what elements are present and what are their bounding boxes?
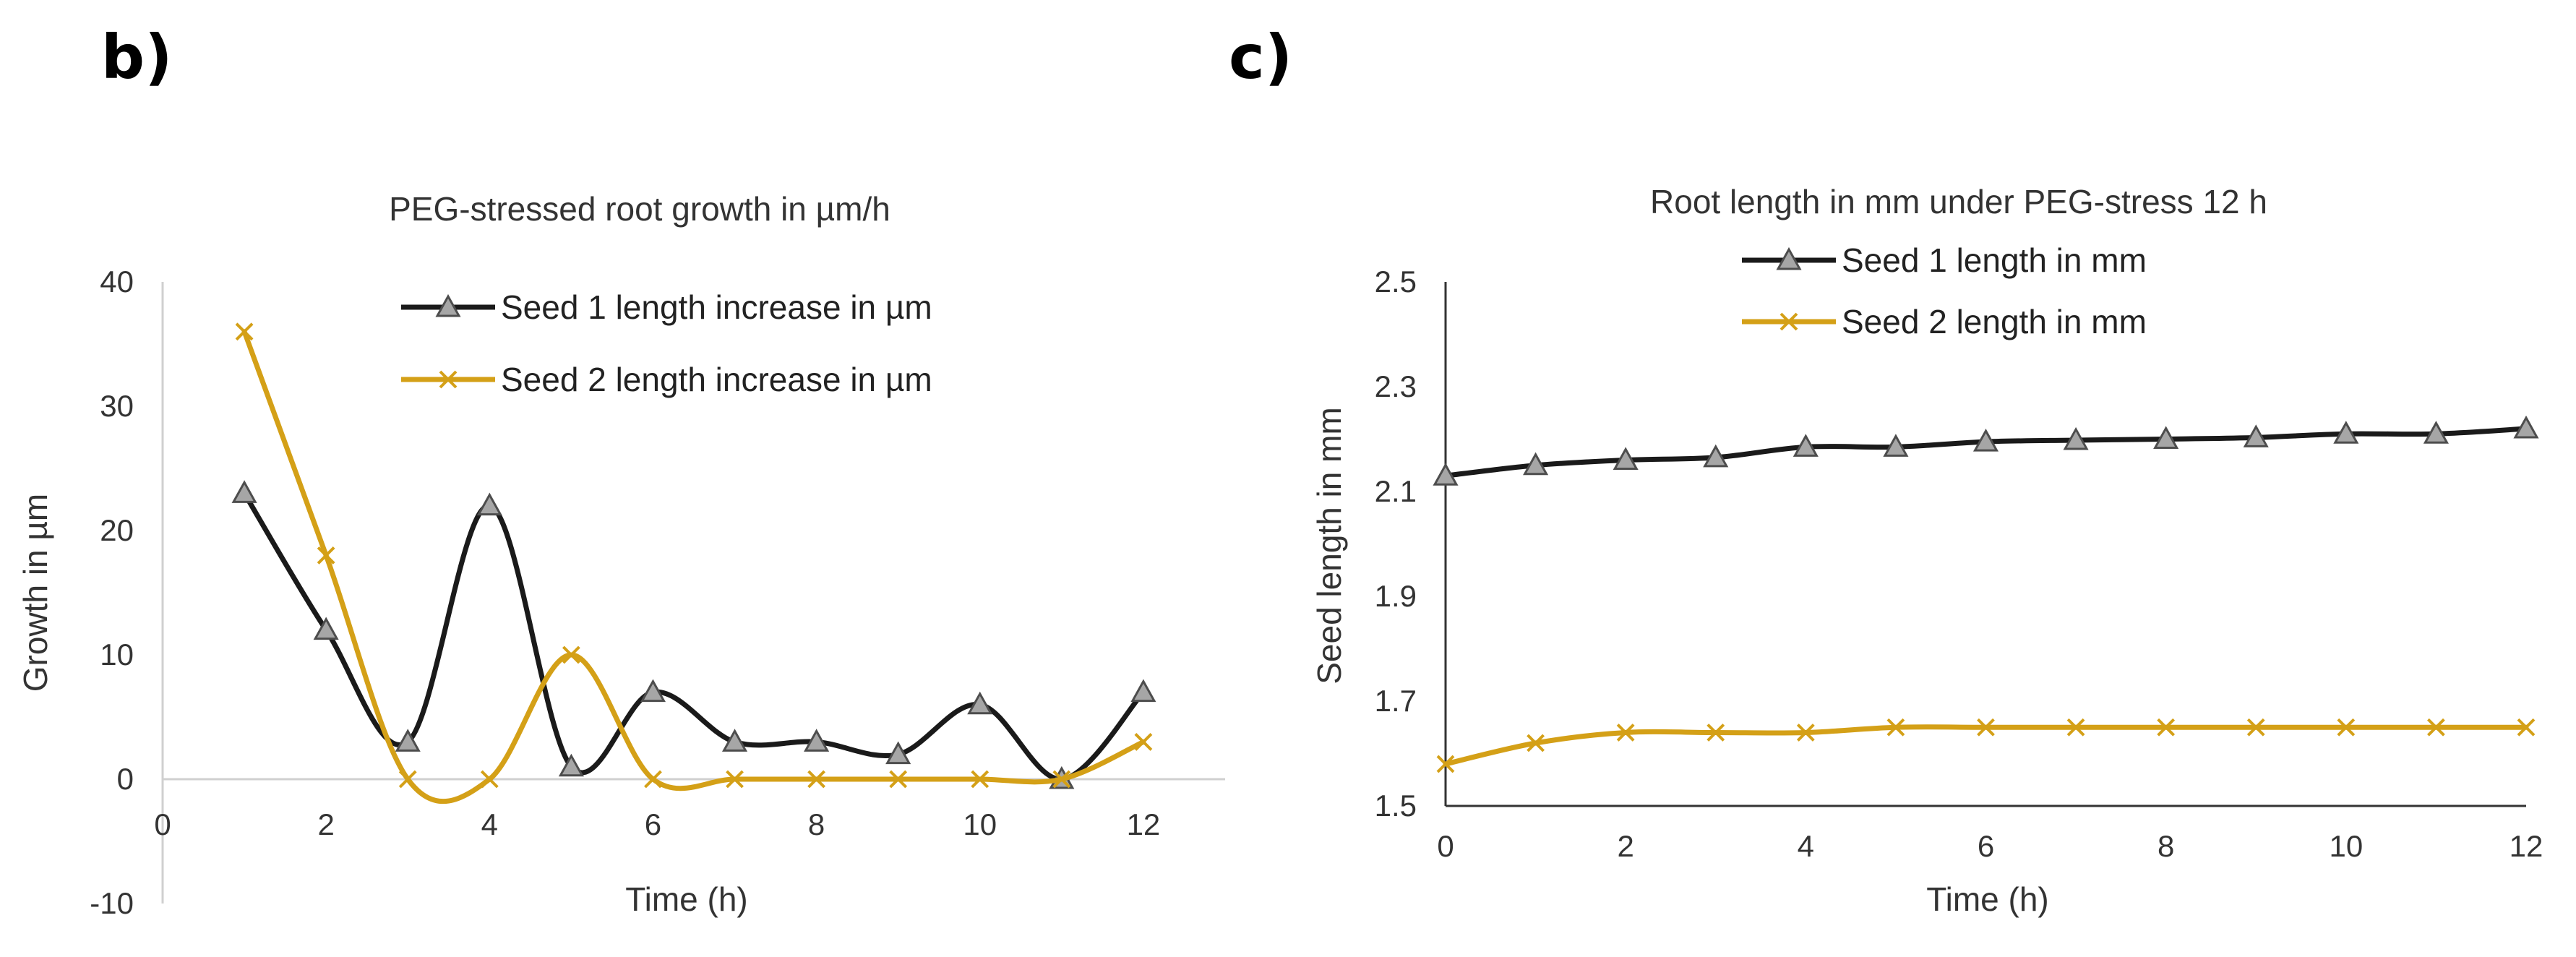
chart2-legend-label-2: Seed 2 length in mm	[1842, 303, 2147, 340]
chart1-title: PEG-stressed root growth in µm/h	[389, 190, 890, 228]
chart1-y-tick-label: 10	[100, 638, 134, 671]
chart1-x-tick-label: 4	[481, 807, 498, 841]
chart2-series-2-point	[1706, 724, 1725, 742]
chart1-series-1-point	[885, 741, 911, 765]
chart1-y-tick-label: 20	[100, 513, 134, 547]
chart2-series-1-point	[1883, 434, 1909, 457]
chart1-x-axis-title: Time (h)	[625, 880, 748, 918]
chart1-series-2-point	[1134, 732, 1153, 751]
chart2-title: Root length in mm under PEG-stress 12 h	[1650, 183, 2267, 220]
chart1-series-2-point	[726, 770, 744, 789]
chart2-x-axis-title: Time (h)	[1926, 880, 2049, 918]
chart1-legend-label-2: Seed 2 length increase in µm	[501, 361, 932, 398]
chart2-series-2-point	[2517, 718, 2536, 737]
chart2-x-tick-label: 0	[1437, 829, 1454, 863]
chart1-series-2-point	[971, 770, 989, 789]
chart2-legend-label-1: Seed 1 length in mm	[1842, 241, 2147, 279]
chart2-series-2-point	[1977, 718, 1995, 737]
chart2-legend-marker-1	[1776, 246, 1802, 270]
chart2-legend-marker-2	[1779, 312, 1798, 331]
chart1-x-tick-label: 12	[1127, 807, 1161, 841]
chart1-series-1-point	[558, 753, 584, 777]
chart1-y-axis-title: Growth in µm	[17, 494, 54, 692]
chart1-series-2-point	[398, 770, 417, 789]
chart2-x-tick-label: 2	[1617, 829, 1633, 863]
chart1-x-tick-label: 2	[317, 807, 334, 841]
chart1-series-1-point	[640, 679, 666, 703]
chart2-x-tick-label: 10	[2329, 829, 2363, 863]
chart2-series-2-point	[1616, 724, 1635, 742]
chart2-y-tick-label: 2.5	[1375, 265, 1417, 299]
chart1-series-2-point	[480, 770, 499, 789]
chart1-x-tick-label: 0	[154, 807, 171, 841]
chart2-series-1-point	[2243, 424, 2269, 447]
chart2-series-2-point	[1527, 734, 1545, 752]
chart1-legend-label-1: Seed 1 length increase in µm	[501, 288, 932, 326]
chart2-x-tick-label: 4	[1798, 829, 1814, 863]
chart2-series-2-point	[1886, 718, 1905, 737]
chart2-series-1-point	[1793, 434, 1819, 457]
chart2-x-tick-label: 6	[1978, 829, 1994, 863]
chart2-series-1-point	[1433, 463, 1459, 486]
chart1-x-tick-label: 10	[963, 807, 997, 841]
chart1-legend-marker-1	[435, 293, 461, 317]
chart1-series-1-line	[241, 490, 1146, 782]
chart1-series-2-point	[235, 322, 254, 341]
chart2-series-1-point	[2333, 421, 2359, 444]
chart1-series-2-point	[807, 770, 826, 789]
chart1-x-tick-label: 8	[808, 807, 825, 841]
chart2-y-tick-label: 2.1	[1375, 474, 1417, 508]
chart2-series-2-point	[2246, 718, 2265, 737]
chart2-series-2-point	[1796, 724, 1815, 742]
chart2-series-1-point	[1703, 444, 1729, 468]
chart2-series-1-point	[1972, 429, 1999, 452]
chart2-y-tick-label: 1.9	[1375, 579, 1417, 613]
chart1-x-tick-label: 6	[645, 807, 661, 841]
chart2-x-tick-label: 8	[2158, 829, 2174, 863]
chart2-series-1-point	[2153, 426, 2179, 449]
chart1-series-2-point	[562, 645, 580, 664]
chart2-series-2-line	[1443, 724, 2529, 767]
chart1-series-1-point	[1130, 679, 1156, 703]
chart1-series-1-point	[395, 729, 421, 752]
chart2-series-2-point	[2157, 718, 2176, 737]
chart2-series-2-point	[2337, 718, 2356, 737]
chart2-series-2-point	[2427, 718, 2445, 737]
chart1-series-2-line	[241, 329, 1146, 804]
chart1-series-1-point	[313, 617, 339, 640]
panel-label-c: c)	[1229, 22, 1293, 93]
chart2-y-tick-label: 1.7	[1375, 684, 1417, 718]
chart2-x-tick-label: 12	[2510, 829, 2543, 863]
chart1-y-tick-label: 30	[100, 389, 134, 423]
chart1-series-1-point	[804, 729, 830, 752]
chart2-y-axis-title: Seed length in mm	[1310, 407, 1348, 685]
chart1-y-tick-label: -10	[90, 886, 134, 920]
chart1-y-tick-label: 0	[117, 762, 134, 796]
chart2-series-1-point	[1613, 447, 1639, 470]
chart1-series-2-point	[889, 770, 908, 789]
chart1-series-2-point	[1052, 770, 1071, 789]
chart1-series-1-point	[967, 691, 993, 715]
chart2-series-1-point	[2423, 421, 2449, 444]
chart2-series-1-point	[2063, 426, 2089, 450]
chart2-series-2-point	[1436, 755, 1455, 773]
chart1-series-2-point	[317, 546, 335, 565]
chart1-series-1-point	[721, 729, 748, 752]
chart1-legend-marker-2	[439, 370, 458, 389]
chart2-series-2-point	[2066, 718, 2085, 737]
chart1-series-2-point	[644, 770, 662, 789]
chart2-series-1-point	[2513, 415, 2539, 439]
panel-label-b: b)	[101, 22, 173, 93]
chart2-y-tick-label: 1.5	[1375, 789, 1417, 823]
chart2-series-1-point	[1523, 452, 1549, 476]
chart2-y-tick-label: 2.3	[1375, 369, 1417, 403]
chart1-series-1-point	[476, 492, 502, 516]
chart1-series-1-point	[231, 480, 257, 503]
chart1-y-tick-label: 40	[100, 265, 134, 299]
